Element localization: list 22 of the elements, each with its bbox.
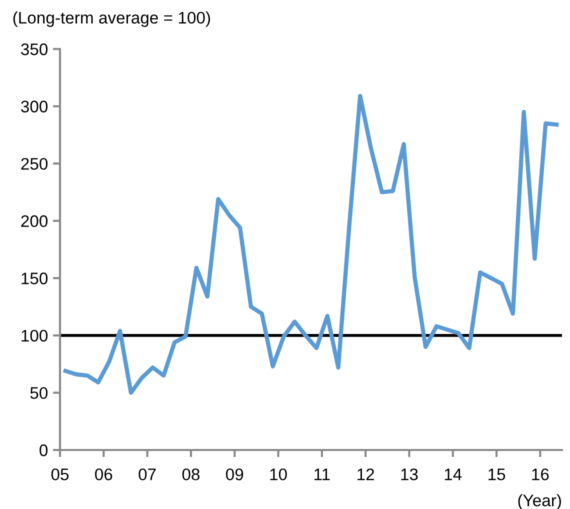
x-tick-label: 06 (95, 468, 112, 480)
x-tick-label: 05 (51, 468, 69, 480)
x-tick-label: 14 (444, 468, 462, 480)
y-tick-label: 150 (22, 272, 48, 284)
y-axis-title: (Long-term average = 100) (13, 11, 210, 27)
x-tick-label: 15 (488, 468, 506, 480)
x-tick-label: 09 (226, 468, 244, 480)
y-tick-label: 0 (40, 444, 48, 456)
y-tick-label: 250 (21, 158, 48, 170)
x-tick-label: 12 (358, 468, 374, 480)
x-tick-label: 16 (532, 468, 549, 480)
x-tick-label: 11 (314, 468, 330, 480)
line-series (63, 94, 559, 395)
x-tick-label: 13 (401, 468, 418, 480)
x-tick-label: 08 (182, 468, 200, 480)
y-tick-label: 350 (21, 43, 48, 56)
y-tick-label: 50 (30, 387, 48, 399)
y-tick-label: 300 (21, 100, 48, 112)
x-tick-label: 07 (138, 468, 156, 480)
y-tick-label: 100 (22, 330, 48, 342)
y-tick-label: 200 (21, 215, 48, 228)
x-tick-label: 10 (270, 468, 287, 480)
